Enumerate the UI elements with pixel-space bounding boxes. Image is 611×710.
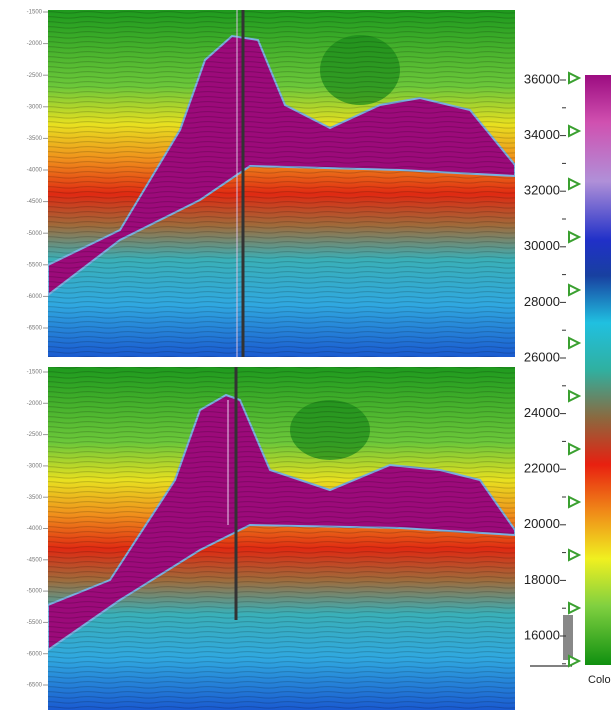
seismic-panel-top [48,10,515,357]
color-handle[interactable] [568,389,582,403]
depth-label: -3000 [27,463,43,469]
color-handle[interactable] [568,230,582,244]
seismic-panel-bottom [48,367,515,710]
color-handle[interactable] [568,283,582,297]
depth-label: -4500 [27,199,43,205]
depth-label: -5500 [27,262,43,268]
colorbar-tick-label: 16000 [524,627,560,642]
colorbar-tick-label: 28000 [524,294,560,309]
depth-label: -5000 [27,589,43,595]
color-handle[interactable] [568,495,582,509]
color-handle[interactable] [568,548,582,562]
depth-label: -3500 [27,495,43,501]
color-handle[interactable] [568,442,582,456]
depth-label: -6500 [27,326,43,332]
depth-label: -2000 [27,401,43,407]
depth-label: -1500 [27,10,43,16]
colorbar-tick-label: 36000 [524,71,560,86]
colorbar-tick-label: 30000 [524,238,560,253]
colorbar [585,75,611,665]
depth-label: -6000 [27,651,43,657]
colorbar-tick-label: 22000 [524,461,560,476]
depth-label: -6000 [27,294,43,300]
colorbar-tick-label: 34000 [524,127,560,142]
color-handle[interactable] [568,177,582,191]
depth-label: -2500 [27,73,43,79]
depth-label: -1500 [27,370,43,376]
depth-label: -4000 [27,168,43,174]
depth-label: -2500 [27,432,43,438]
colorbar-tick-label: 20000 [524,516,560,531]
depth-label: -3000 [27,104,43,110]
colorbar-label: Colo [588,674,611,686]
color-handle[interactable] [568,336,582,350]
colorbar-tick-label: 24000 [524,405,560,420]
depth-label: -3500 [27,136,43,142]
depth-label: -2000 [27,41,43,47]
depth-label: -5500 [27,620,43,626]
depth-label: -6500 [27,683,43,689]
color-handle[interactable] [568,71,582,85]
colorbar-tick-label: 26000 [524,349,560,364]
colorbar-tick-label: 18000 [524,572,560,587]
colorbar-tick-label: 32000 [524,183,560,198]
depth-label: -4000 [27,526,43,532]
colorbar-handle[interactable] [563,615,573,660]
depth-label: -4500 [27,557,43,563]
color-handle[interactable] [568,124,582,138]
color-handle[interactable] [568,601,582,615]
depth-label: -5000 [27,231,43,237]
color-handle[interactable] [568,654,582,668]
